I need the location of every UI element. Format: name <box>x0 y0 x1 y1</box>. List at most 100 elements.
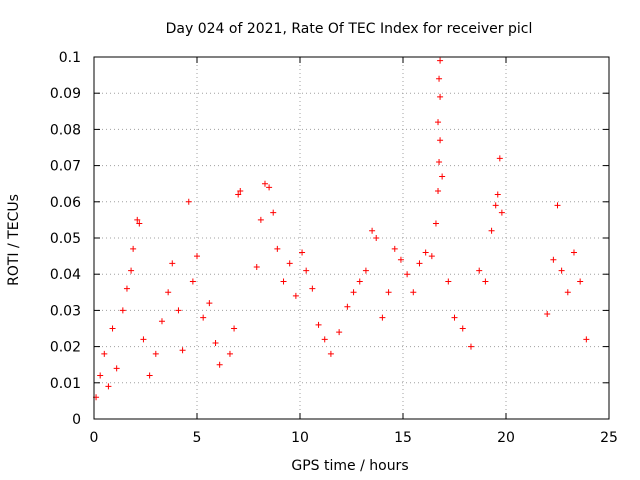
data-point <box>212 339 219 346</box>
data-point <box>327 350 334 357</box>
data-point <box>385 289 392 296</box>
y-tick-label: 0.06 <box>50 195 81 211</box>
data-point <box>476 267 483 274</box>
x-tick-label: 5 <box>193 430 202 446</box>
y-tick-label: 0.1 <box>59 50 81 66</box>
x-tick-label: 15 <box>394 430 412 446</box>
data-point <box>577 278 584 285</box>
data-point <box>152 350 159 357</box>
data-point <box>583 336 590 343</box>
y-tick-label: 0.05 <box>50 231 81 247</box>
data-point <box>321 336 328 343</box>
y-tick-label: 0.02 <box>50 340 81 356</box>
data-point <box>226 350 233 357</box>
x-tick-label: 10 <box>291 430 309 446</box>
data-point <box>451 314 458 321</box>
data-point <box>422 249 429 256</box>
data-point <box>105 383 112 390</box>
data-point <box>369 227 376 234</box>
data-point <box>257 216 264 223</box>
data-point <box>216 361 223 368</box>
data-point <box>130 245 137 252</box>
data-point <box>391 245 398 252</box>
data-point <box>235 191 242 198</box>
data-point <box>467 343 474 350</box>
data-point <box>113 365 120 372</box>
data-point <box>140 336 147 343</box>
y-tick-label: 0.04 <box>50 267 81 283</box>
data-point <box>101 350 108 357</box>
data-point <box>185 198 192 205</box>
y-tick-label: 0.07 <box>50 159 81 175</box>
data-point <box>379 314 386 321</box>
data-point <box>439 173 446 180</box>
data-points <box>93 57 590 401</box>
data-point <box>128 267 135 274</box>
data-point <box>303 267 310 274</box>
data-point <box>436 75 443 82</box>
y-tick-label: 0.01 <box>50 376 81 392</box>
tick-labels: 0 5 10 15 20 25 0 0.01 0.02 0.03 0.04 0.05 0.06 0.07 0… <box>50 50 618 446</box>
x-axis-label: GPS time / hours <box>291 458 408 474</box>
data-point <box>432 220 439 227</box>
data-point <box>428 253 435 260</box>
data-point <box>97 372 104 379</box>
data-point <box>119 307 126 314</box>
data-point <box>494 191 501 198</box>
data-point <box>554 202 561 209</box>
data-point <box>564 289 571 296</box>
data-point <box>194 253 200 260</box>
x-tick-label: 20 <box>497 430 515 446</box>
data-point <box>344 303 351 310</box>
data-point <box>270 209 277 216</box>
data-point <box>437 93 444 100</box>
data-point <box>109 325 116 332</box>
axis-ticks <box>93 56 610 420</box>
data-point <box>266 184 273 191</box>
data-point <box>570 249 577 256</box>
data-point <box>169 260 176 267</box>
data-point <box>436 158 443 165</box>
data-point <box>179 347 186 354</box>
data-point <box>237 187 244 194</box>
data-point <box>292 292 299 299</box>
data-point <box>280 278 287 285</box>
data-point <box>404 271 411 278</box>
data-point <box>175 307 182 314</box>
data-point <box>315 321 322 328</box>
data-point <box>336 329 343 336</box>
data-point <box>544 311 551 318</box>
data-point <box>231 325 238 332</box>
data-point <box>165 289 172 296</box>
data-point <box>410 289 417 296</box>
y-tick-label: 0 <box>72 412 81 428</box>
grid-layer <box>94 57 609 419</box>
data-point <box>397 256 404 263</box>
data-point <box>286 260 293 267</box>
data-point <box>373 235 380 241</box>
data-point <box>498 209 505 216</box>
data-point <box>550 256 557 263</box>
data-point <box>435 119 442 126</box>
data-point <box>274 245 281 252</box>
data-point <box>459 325 466 332</box>
data-point <box>200 314 207 321</box>
data-point <box>136 220 143 227</box>
data-point <box>558 267 565 274</box>
data-point <box>189 278 196 285</box>
data-point <box>299 249 306 256</box>
data-point <box>437 57 444 64</box>
data-point <box>356 278 363 285</box>
y-tick-label: 0.08 <box>50 122 81 138</box>
data-point <box>492 202 499 209</box>
plot-frame <box>93 56 610 420</box>
data-point <box>435 187 442 194</box>
data-point <box>309 285 316 292</box>
data-point <box>350 289 357 296</box>
data-point <box>206 300 213 307</box>
y-tick-label: 0.03 <box>50 303 81 319</box>
data-point <box>253 263 260 270</box>
chart-title: Day 024 of 2021, Rate Of TEC Index for r… <box>166 21 533 37</box>
